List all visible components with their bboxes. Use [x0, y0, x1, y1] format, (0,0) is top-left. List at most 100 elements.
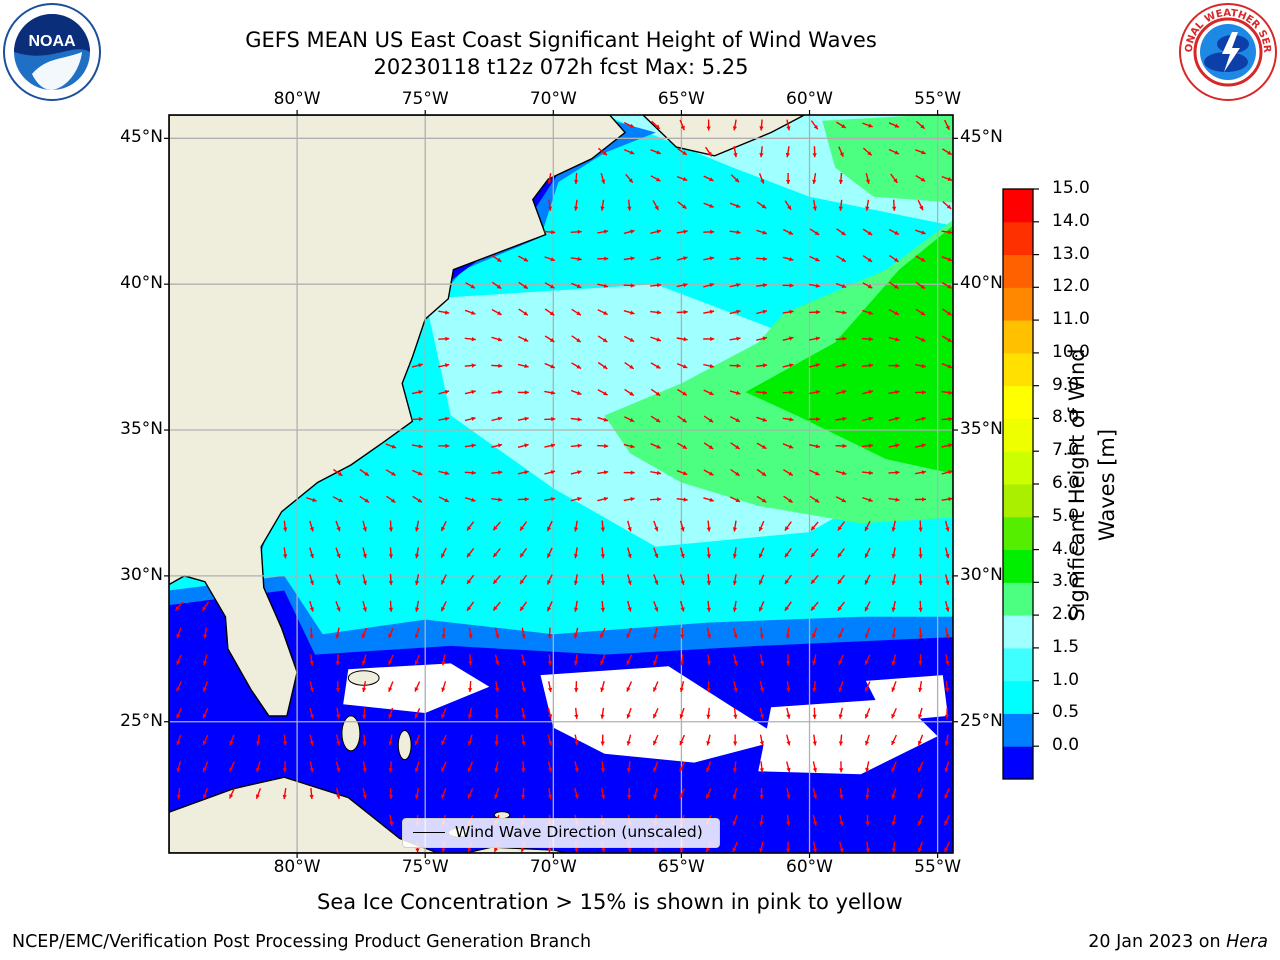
wave-arrow-head: [891, 607, 896, 612]
colorbar-segment: [1003, 647, 1033, 682]
wave-arrow-head: [895, 363, 900, 368]
wave-arrow-head: [865, 206, 870, 211]
wave-arrow-head: [680, 553, 685, 559]
wave-arrow-head: [600, 687, 605, 692]
wave-arrow-head: [653, 740, 657, 746]
wave-arrow-head: [735, 498, 741, 502]
colorbar-tick-label: 7.0: [1052, 440, 1080, 460]
wave-arrow-head: [736, 256, 741, 261]
wave-arrow-head: [784, 606, 789, 611]
lat-tick-label: 30°N: [960, 564, 1003, 585]
wave-arrow-head: [947, 311, 952, 316]
wave-arrow-head: [574, 848, 579, 853]
wave-arrow-head: [921, 230, 926, 235]
wave-arrow-head: [865, 821, 870, 826]
wave-direction-arrows: [174, 119, 953, 853]
wave-arrow-head: [735, 418, 740, 422]
wave-arrow-head: [550, 470, 556, 475]
wave-arrow-head: [388, 554, 394, 559]
wave-arrow-head: [837, 606, 842, 611]
wave-arrow-head: [495, 660, 500, 666]
wave-arrow-head: [336, 741, 341, 746]
lat-tick-label: 30°N: [120, 564, 163, 585]
wave-arrow-head: [335, 661, 340, 666]
wave-arrow-head: [418, 416, 423, 422]
wave-arrow-head: [471, 470, 476, 475]
wave-arrow-head: [520, 606, 525, 611]
wave-arrow-head: [761, 204, 767, 209]
wave-arrow-head: [309, 687, 314, 692]
wave-arrow-head: [362, 527, 367, 532]
wave-arrow-head: [917, 820, 922, 826]
wave-arrow-head: [733, 634, 738, 639]
wave-arrow-head: [630, 470, 635, 475]
wave-arrow-head: [682, 391, 687, 396]
wave-arrow-head: [603, 496, 608, 502]
wave-arrow-head: [762, 390, 768, 395]
wave-arrow-head: [868, 123, 873, 128]
wave-arrow-head: [895, 337, 900, 342]
wave-arrow-head: [496, 284, 502, 289]
wave-arrow-head: [921, 337, 926, 342]
wave-arrow-head: [786, 767, 791, 773]
wave-arrow-head: [628, 178, 633, 183]
wave-arrow-head: [414, 553, 420, 559]
wave-arrow-head: [494, 847, 499, 852]
wave-arrow-head: [282, 768, 287, 773]
wave-arrow-head: [389, 821, 394, 826]
wave-arrow-head: [841, 124, 846, 128]
wave-arrow-head: [784, 526, 789, 531]
wave-arrow-head: [733, 660, 738, 666]
wave-arrow-head: [656, 337, 661, 342]
wave-arrow-head: [521, 634, 526, 639]
wave-arrow-head: [309, 607, 314, 612]
wave-arrow-head: [361, 660, 366, 666]
wave-arrow-head: [601, 847, 606, 853]
wave-arrow-head: [842, 471, 847, 476]
wave-arrow-head: [524, 363, 529, 369]
wave-arrow-head: [653, 687, 658, 692]
wave-arrow-head: [759, 714, 765, 719]
wave-arrow-head: [494, 741, 499, 746]
wave-arrow-head: [732, 607, 737, 612]
wave-arrow-head: [361, 633, 366, 639]
wave-arrow-head: [709, 363, 714, 369]
wave-arrow-head: [837, 552, 842, 558]
wave-arrow-head: [418, 390, 423, 395]
wave-arrow-head: [918, 661, 923, 666]
colorbar-label: Significant Height of Wind Waves [m]: [1062, 335, 1122, 635]
wave-arrow-head: [309, 741, 314, 746]
wave-arrow-head: [865, 633, 869, 639]
island: [397, 729, 412, 761]
wave-arrow-head: [947, 257, 953, 262]
wave-arrow-head: [736, 230, 741, 235]
wave-arrow-head: [498, 470, 503, 475]
wave-arrow-head: [733, 687, 738, 692]
wave-arrow-head: [947, 150, 952, 155]
cuba-land: [169, 776, 439, 853]
wave-arrow-head: [523, 311, 528, 316]
wave-arrow-head: [814, 498, 820, 503]
wave-arrow-head: [573, 206, 579, 211]
wave-arrow-head: [362, 687, 367, 692]
wave-arrow-head: [812, 821, 818, 826]
wave-arrow-head: [656, 470, 662, 475]
wave-arrow-head: [918, 687, 923, 692]
wave-arrow-head: [229, 767, 234, 772]
wave-arrow-head: [786, 661, 791, 666]
wave-arrow-head: [471, 310, 476, 315]
wave-arrow-head: [706, 661, 711, 666]
wave-arrow-head: [680, 125, 685, 131]
wave-arrow-head: [812, 206, 817, 211]
wave-arrow-head: [362, 607, 367, 612]
wave-arrow-head: [524, 470, 529, 475]
wave-arrow-head: [547, 661, 553, 666]
wave-arrow-head: [524, 416, 529, 421]
wave-arrow-head: [603, 229, 609, 234]
lon-tick-label: 65°W: [657, 857, 705, 877]
wave-arrow-head: [895, 390, 900, 395]
wave-arrow-head: [736, 283, 741, 288]
wave-arrow-head: [600, 607, 605, 612]
wave-arrow-head: [761, 498, 767, 503]
wave-arrow-head: [812, 153, 817, 158]
